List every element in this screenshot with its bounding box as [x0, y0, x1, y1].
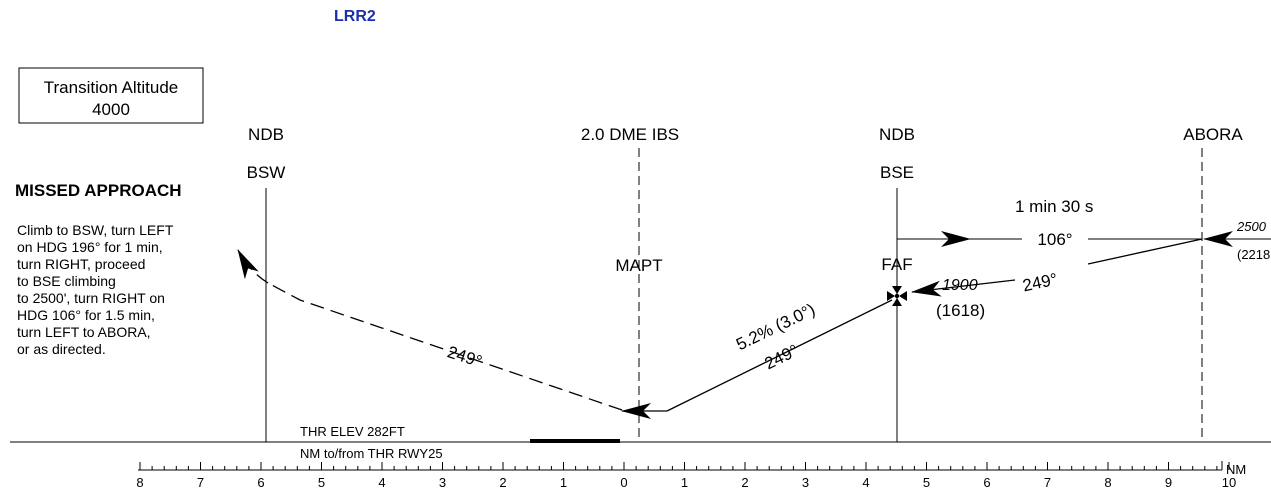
scale-tick-label: 2 [741, 475, 748, 490]
scale-tick-label: 4 [862, 475, 869, 490]
missed-approach-line: Climb to BSW, turn LEFT [17, 222, 174, 238]
scale-tick-label: 8 [136, 475, 143, 490]
abora-altitude: 2500 [1236, 219, 1267, 234]
missed-approach-line: on HDG 196° for 1 min, [17, 239, 163, 255]
scale-tick-label: 5 [318, 475, 325, 490]
scale-tick-label: 2 [499, 475, 506, 490]
hold-time-label: 1 min 30 s [1015, 197, 1093, 216]
threshold-elevation: THR ELEV 282FT [300, 424, 405, 439]
scale-tick-label: 9 [1165, 475, 1172, 490]
missed-approach-instructions: Climb to BSW, turn LEFT on HDG 196° for … [17, 222, 174, 357]
missed-approach-line: turn RIGHT, proceed [17, 256, 145, 272]
bse-type: NDB [879, 125, 915, 144]
bse-name: BSE [880, 163, 914, 182]
dme-fix-label: 2.0 DME IBS [581, 125, 679, 144]
bsw-type: NDB [248, 125, 284, 144]
chart-id: LRR2 [334, 8, 376, 25]
missed-approach-path [267, 282, 623, 411]
scale-tick-label: 5 [923, 475, 930, 490]
inbound-leg-arrow [911, 279, 1016, 297]
distance-scale: 8 7 6 5 4 3 2 1 0 1 2 3 4 5 6 7 8 9 10 [136, 461, 1236, 490]
scale-unit-label: NM [1226, 462, 1246, 477]
outbound-course-label: 106° [1037, 230, 1072, 249]
transition-altitude-box [18, 67, 204, 124]
faf-cross-icon [887, 286, 907, 306]
scale-tick-label: 0 [620, 475, 627, 490]
missed-approach-line: to BSE climbing [17, 273, 116, 289]
scale-tick-label: 4 [378, 475, 385, 490]
abora-label: ABORA [1183, 125, 1243, 144]
final-approach-line [666, 299, 893, 412]
inbound-course-label: 249° [1021, 270, 1059, 296]
missed-approach-line: HDG 106° for 1.5 min, [17, 307, 155, 323]
scale-tick-label: 1 [681, 475, 688, 490]
scale-tick-label: 6 [257, 475, 264, 490]
missed-approach-arrow [237, 249, 269, 284]
faf-height: (1618) [936, 301, 985, 320]
missed-course-label: 249° [445, 342, 484, 371]
scale-tick-label: 7 [1044, 475, 1051, 490]
scale-tick-label: 3 [802, 475, 809, 490]
abora-height: (2218 [1237, 247, 1270, 262]
scale-tick-label: 6 [983, 475, 990, 490]
missed-approach-title: MISSED APPROACH [15, 181, 182, 200]
scale-tick-label: 10 [1222, 475, 1236, 490]
missed-approach-line: to 2500', turn RIGHT on [17, 290, 165, 306]
transition-altitude-label: Transition Altitude [44, 78, 179, 97]
inbound-leg-line [1087, 238, 1203, 265]
final-course-label: 249° [762, 341, 802, 373]
scale-tick-label: 3 [439, 475, 446, 490]
missed-approach-line: turn LEFT to ABORA, [17, 324, 151, 340]
faf-altitude: 1900 [942, 277, 978, 294]
scale-tick-label: 8 [1104, 475, 1111, 490]
bsw-name: BSW [247, 163, 286, 182]
transition-altitude-value: 4000 [92, 100, 130, 119]
scale-tick-label: 1 [560, 475, 567, 490]
scale-tick-label: 7 [197, 475, 204, 490]
missed-approach-line: or as directed. [17, 341, 106, 357]
descent-gradient-label: 5.2% (3.0°) [733, 300, 818, 354]
nm-reference: NM to/from THR RWY25 [300, 446, 443, 461]
